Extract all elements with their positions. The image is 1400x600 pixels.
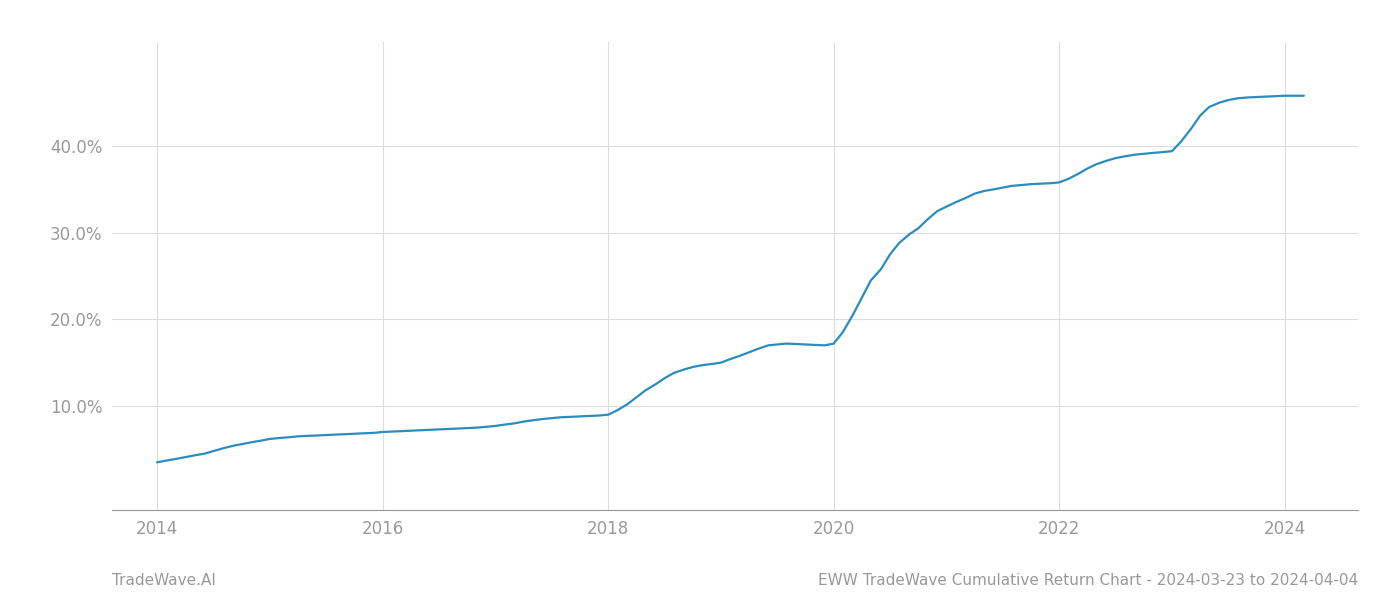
Text: EWW TradeWave Cumulative Return Chart - 2024-03-23 to 2024-04-04: EWW TradeWave Cumulative Return Chart - …: [818, 573, 1358, 588]
Text: TradeWave.AI: TradeWave.AI: [112, 573, 216, 588]
